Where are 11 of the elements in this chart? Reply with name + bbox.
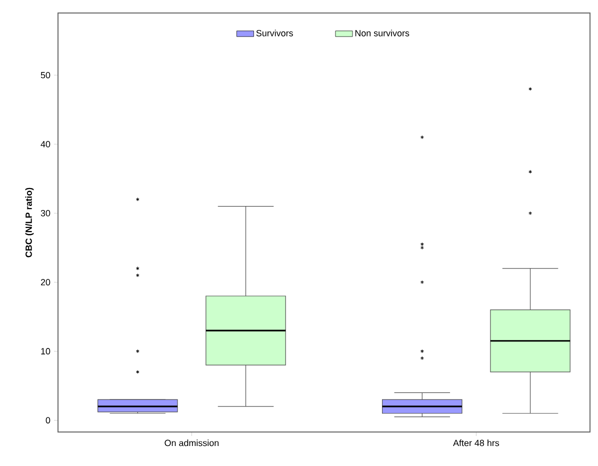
y-tick-label: 30: [40, 210, 50, 216]
x-tick-label: After 48 hrs: [453, 440, 500, 446]
y-tick-label: 50: [40, 72, 50, 78]
y-tick-label: 20: [40, 279, 50, 286]
y-axis-title: CBC (N/LP ratio): [25, 188, 34, 258]
y-tick-label: 40: [40, 140, 50, 148]
legend-label: Non survivors: [355, 30, 410, 36]
y-tick-label: 0: [46, 417, 50, 424]
y-tick-label: 10: [41, 348, 50, 354]
x-tick-label: On admission: [164, 440, 219, 446]
legend-label: Survivors: [256, 30, 293, 36]
